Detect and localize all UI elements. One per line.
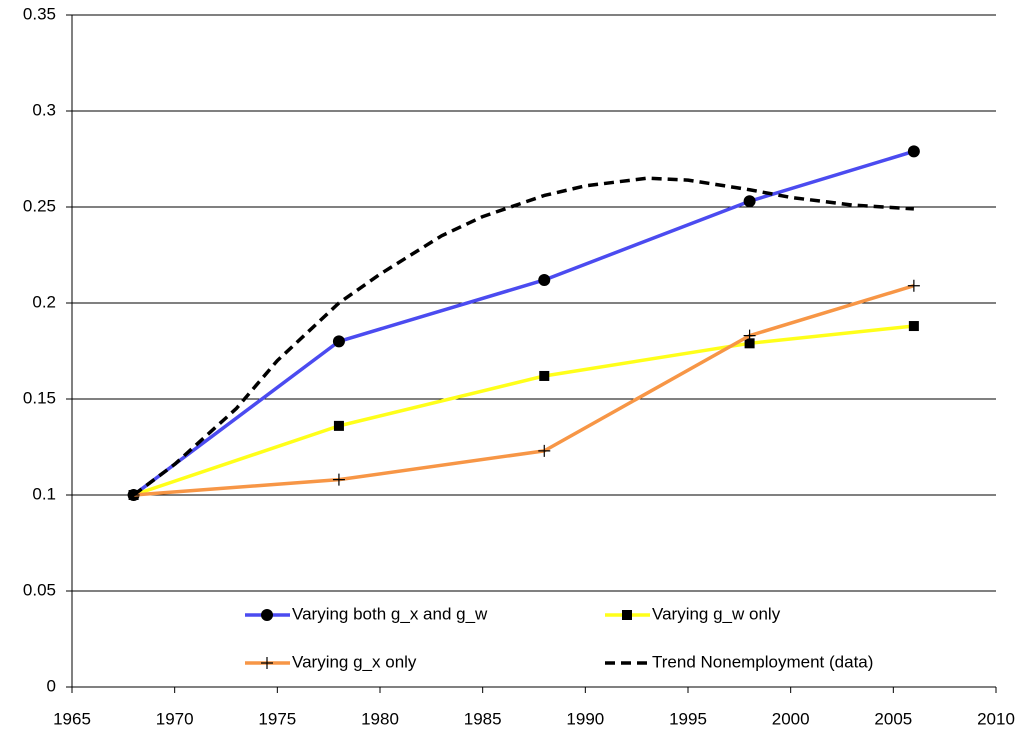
legend-label: Varying g_w only	[652, 604, 781, 623]
marker	[332, 335, 345, 348]
x-tick-label: 1970	[156, 709, 194, 728]
marker	[907, 145, 920, 158]
legend-marker	[622, 610, 632, 620]
marker	[908, 321, 919, 332]
legend-marker	[261, 657, 273, 669]
x-tick-label: 1975	[258, 709, 296, 728]
marker	[332, 473, 345, 486]
x-tick-label: 1995	[669, 709, 707, 728]
x-tick-label: 1985	[464, 709, 502, 728]
y-tick-label: 0.1	[32, 484, 56, 503]
y-tick-label: 0.05	[23, 580, 56, 599]
y-tick-label: 0.25	[23, 196, 56, 215]
y-tick-label: 0.15	[23, 388, 56, 407]
y-tick-label: 0.2	[32, 292, 56, 311]
marker	[333, 420, 344, 431]
x-tick-label: 1990	[566, 709, 604, 728]
x-tick-label: 2000	[772, 709, 810, 728]
marker	[743, 329, 756, 342]
marker	[743, 195, 756, 208]
y-tick-label: 0.3	[32, 100, 56, 119]
legend-label: Varying both g_x and g_w	[292, 604, 488, 623]
marker	[744, 338, 755, 349]
marker	[907, 279, 920, 292]
marker	[538, 273, 551, 286]
x-tick-label: 1980	[361, 709, 399, 728]
legend-label: Trend Nonemployment (data)	[652, 652, 873, 671]
x-tick-label: 2005	[874, 709, 912, 728]
series-line	[132, 149, 915, 497]
marker	[539, 370, 550, 381]
series-line	[133, 324, 915, 497]
marker	[538, 444, 551, 457]
legend-marker	[261, 609, 273, 621]
legend-label: Varying g_x only	[292, 652, 417, 671]
x-tick-label: 2010	[977, 709, 1015, 728]
series-line	[133, 284, 915, 497]
series-line	[132, 176, 914, 497]
y-tick-label: 0.35	[23, 4, 56, 23]
y-tick-label: 0	[47, 676, 56, 695]
x-tick-label: 1965	[53, 709, 91, 728]
